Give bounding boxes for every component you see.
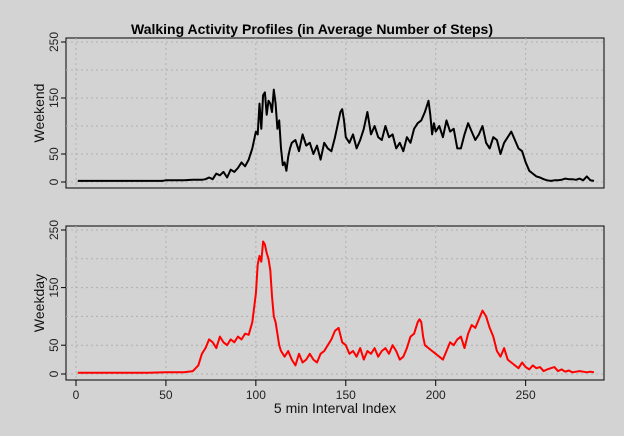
x-axis: 0 50 100 150 200 250 — [73, 380, 536, 402]
x-tick-label: 100 — [246, 388, 266, 402]
chart-title: Walking Activity Profiles (in Average Nu… — [131, 21, 493, 37]
panels-group: 0 50 150 250 Weekend 0 50 150 250 Weekday — [31, 32, 605, 381]
panel-weekend: 0 50 150 250 Weekend — [31, 32, 605, 189]
y-tick-label: 0 — [47, 370, 61, 377]
y-tick-label: 250 — [47, 220, 61, 240]
x-tick-label: 50 — [159, 388, 173, 402]
x-tick-label: 250 — [516, 388, 536, 402]
y-tick-label: 50 — [47, 147, 61, 161]
panel-frame — [65, 37, 605, 189]
x-tick-label: 200 — [426, 388, 446, 402]
y-tick-label: 250 — [47, 32, 61, 52]
x-axis-title: 5 min Interval Index — [274, 400, 396, 416]
y-tick-label: 0 — [47, 178, 61, 185]
y-tick-label: 50 — [47, 338, 61, 352]
panel-weekday: 0 50 150 250 Weekday — [31, 220, 605, 381]
y-axis-title: Weekend — [31, 84, 47, 143]
panel-frame — [65, 225, 605, 381]
y-tick-label: 150 — [47, 277, 61, 297]
x-tick-label: 0 — [73, 388, 80, 402]
x-tick-label: 150 — [336, 388, 356, 402]
series-line-weekend — [77, 88, 595, 182]
series-line-weekday — [77, 240, 595, 374]
y-axis-title: Weekday — [31, 274, 47, 332]
y-tick-label: 150 — [47, 88, 61, 108]
